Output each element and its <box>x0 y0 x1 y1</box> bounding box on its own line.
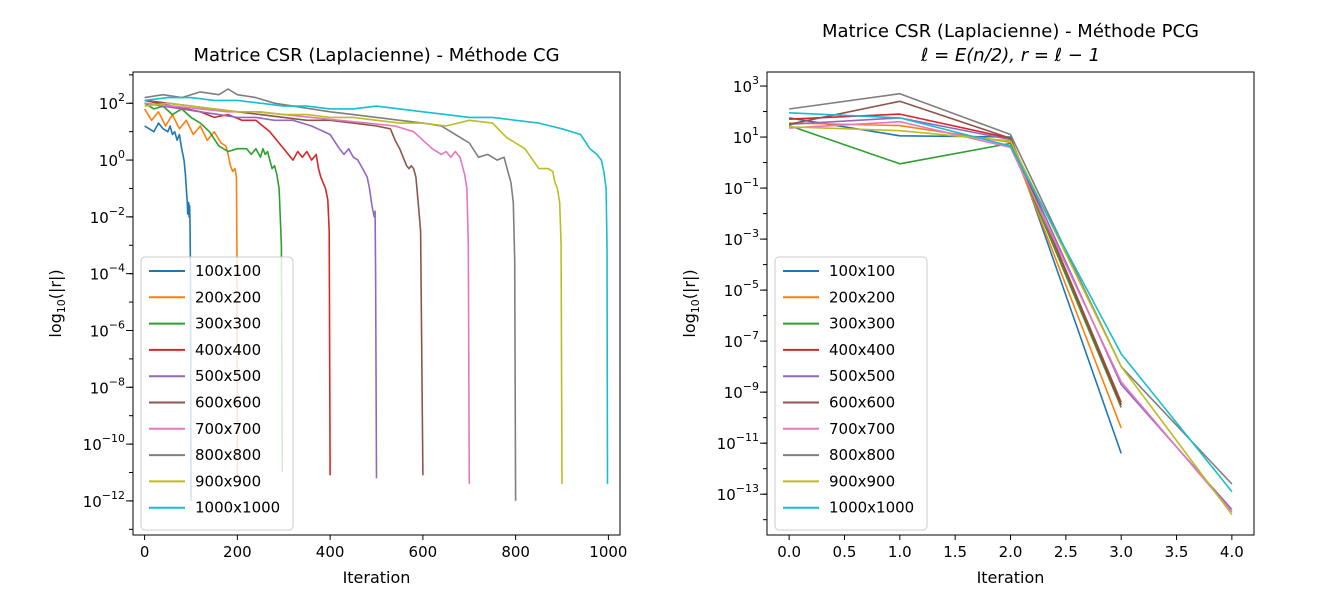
x-axis-label: Iteration <box>977 568 1045 587</box>
y-tick-label: 10−6 <box>90 318 125 340</box>
legend-entry: 800x800 <box>829 446 895 464</box>
y-tick-label: 10−5 <box>724 278 759 300</box>
x-tick-label: 200 <box>223 543 252 561</box>
legend-entry: 100x100 <box>829 262 895 280</box>
series-line-500x500 <box>144 102 378 479</box>
legend-entry: 500x500 <box>195 367 261 385</box>
legend-entry: 700x700 <box>195 420 261 438</box>
y-tick-label: 10−4 <box>90 262 125 284</box>
y-tick-label: 10−7 <box>724 329 759 351</box>
x-axis-label: Iteration <box>343 568 411 587</box>
y-tick-label: 10−1 <box>724 176 759 198</box>
x-tick-label: 2.5 <box>1054 543 1078 561</box>
series-line-800x800 <box>788 92 1233 485</box>
series-lines <box>788 92 1233 516</box>
y-tick-label: 103 <box>733 74 759 96</box>
legend-entry: 200x200 <box>195 288 261 306</box>
y-axis-label-rest: (|r|) <box>46 269 65 299</box>
series-line-300x300 <box>788 124 1122 408</box>
pcg-chart: Matrice CSR (Laplacienne) - Méthode PCG … <box>680 21 1255 587</box>
x-tick-label: 3.5 <box>1165 543 1189 561</box>
x-tick-label: 1.0 <box>888 543 912 561</box>
series-line-1000x1000 <box>789 112 1233 493</box>
x-tick-label: 1.5 <box>943 543 967 561</box>
legend-entry: 600x600 <box>195 394 261 412</box>
y-tick-label: 10−2 <box>90 205 125 227</box>
legend-entry: 400x400 <box>195 341 261 359</box>
y-tick-label: 10−9 <box>724 380 759 402</box>
x-tick-label: 0.0 <box>777 543 801 561</box>
plot-frame <box>132 71 621 536</box>
legend-entry: 800x800 <box>195 446 261 464</box>
y-axis-label-subscript: 10 <box>55 299 68 313</box>
x-tick-label: 1000 <box>589 543 627 561</box>
y-axis-label-base: log <box>46 313 65 337</box>
y-tick-label: 10−13 <box>717 482 759 504</box>
series-line-600x600 <box>788 100 1122 403</box>
chart-subtitle: ℓ = E(n/2), r = ℓ − 1 <box>920 45 1100 66</box>
legend-entry: 600x600 <box>829 394 895 412</box>
x-tick-label: 2.0 <box>999 543 1023 561</box>
series-line-100x100 <box>144 122 192 501</box>
legend-entry: 300x300 <box>829 315 895 333</box>
cg-chart: Matrice CSR (Laplacienne) - Méthode CG I… <box>46 45 627 587</box>
y-axis-label-subscript: 10 <box>689 299 702 313</box>
x-tick-label: 3.0 <box>1109 543 1133 561</box>
x-tick-label: 800 <box>501 543 530 561</box>
y-axis-label-base: log <box>680 313 699 337</box>
legend-entry: 1000x1000 <box>195 499 280 517</box>
legend-entry: 300x300 <box>195 315 261 333</box>
legend-entry: 900x900 <box>829 472 895 490</box>
chart-title: Matrice CSR (Laplacienne) - Méthode PCG <box>822 21 1199 42</box>
x-tick-label: 0 <box>140 543 150 561</box>
y-tick-label: 10−12 <box>83 489 125 511</box>
y-tick-label: 10−3 <box>724 227 759 249</box>
legend-entry: 500x500 <box>829 367 895 385</box>
series-line-800x800 <box>144 88 517 501</box>
legend-entry: 400x400 <box>829 341 895 359</box>
y-tick-label: 10−10 <box>83 432 125 454</box>
legend: 100x100 200x200 300x300 400x400 500x500 600x6… <box>140 256 294 531</box>
x-tick-label: 0.5 <box>833 543 857 561</box>
y-tick-label: 10−11 <box>717 431 759 453</box>
legend-entry: 1000x1000 <box>829 499 914 517</box>
y-tick-label: 10−8 <box>90 375 125 397</box>
x-tick-label: 4.0 <box>1220 543 1244 561</box>
x-tick-label: 400 <box>316 543 345 561</box>
series-lines <box>143 88 609 501</box>
x-tick-label: 600 <box>409 543 438 561</box>
series-line-900x900 <box>789 126 1233 516</box>
legend-entry: 100x100 <box>195 262 261 280</box>
series-line-1000x1000 <box>144 96 609 484</box>
series-line-900x900 <box>144 102 563 484</box>
y-axis-label-rest: (|r|) <box>680 269 699 299</box>
y-tick-label: 101 <box>733 125 759 147</box>
y-axis-label: log10(|r|) <box>46 269 68 337</box>
y-tick-label: 102 <box>99 91 125 113</box>
legend-entry: 200x200 <box>829 288 895 306</box>
series-line-200x200 <box>143 108 239 479</box>
y-axis-label: log10(|r|) <box>680 269 702 337</box>
legend-entry: 700x700 <box>829 420 895 438</box>
y-tick-label: 100 <box>99 148 125 170</box>
legend: 100x100 200x200 300x300 400x400 500x500 600x6… <box>774 256 928 531</box>
legend-entry: 900x900 <box>195 472 261 490</box>
chart-title: Matrice CSR (Laplacienne) - Méthode CG <box>193 45 559 66</box>
